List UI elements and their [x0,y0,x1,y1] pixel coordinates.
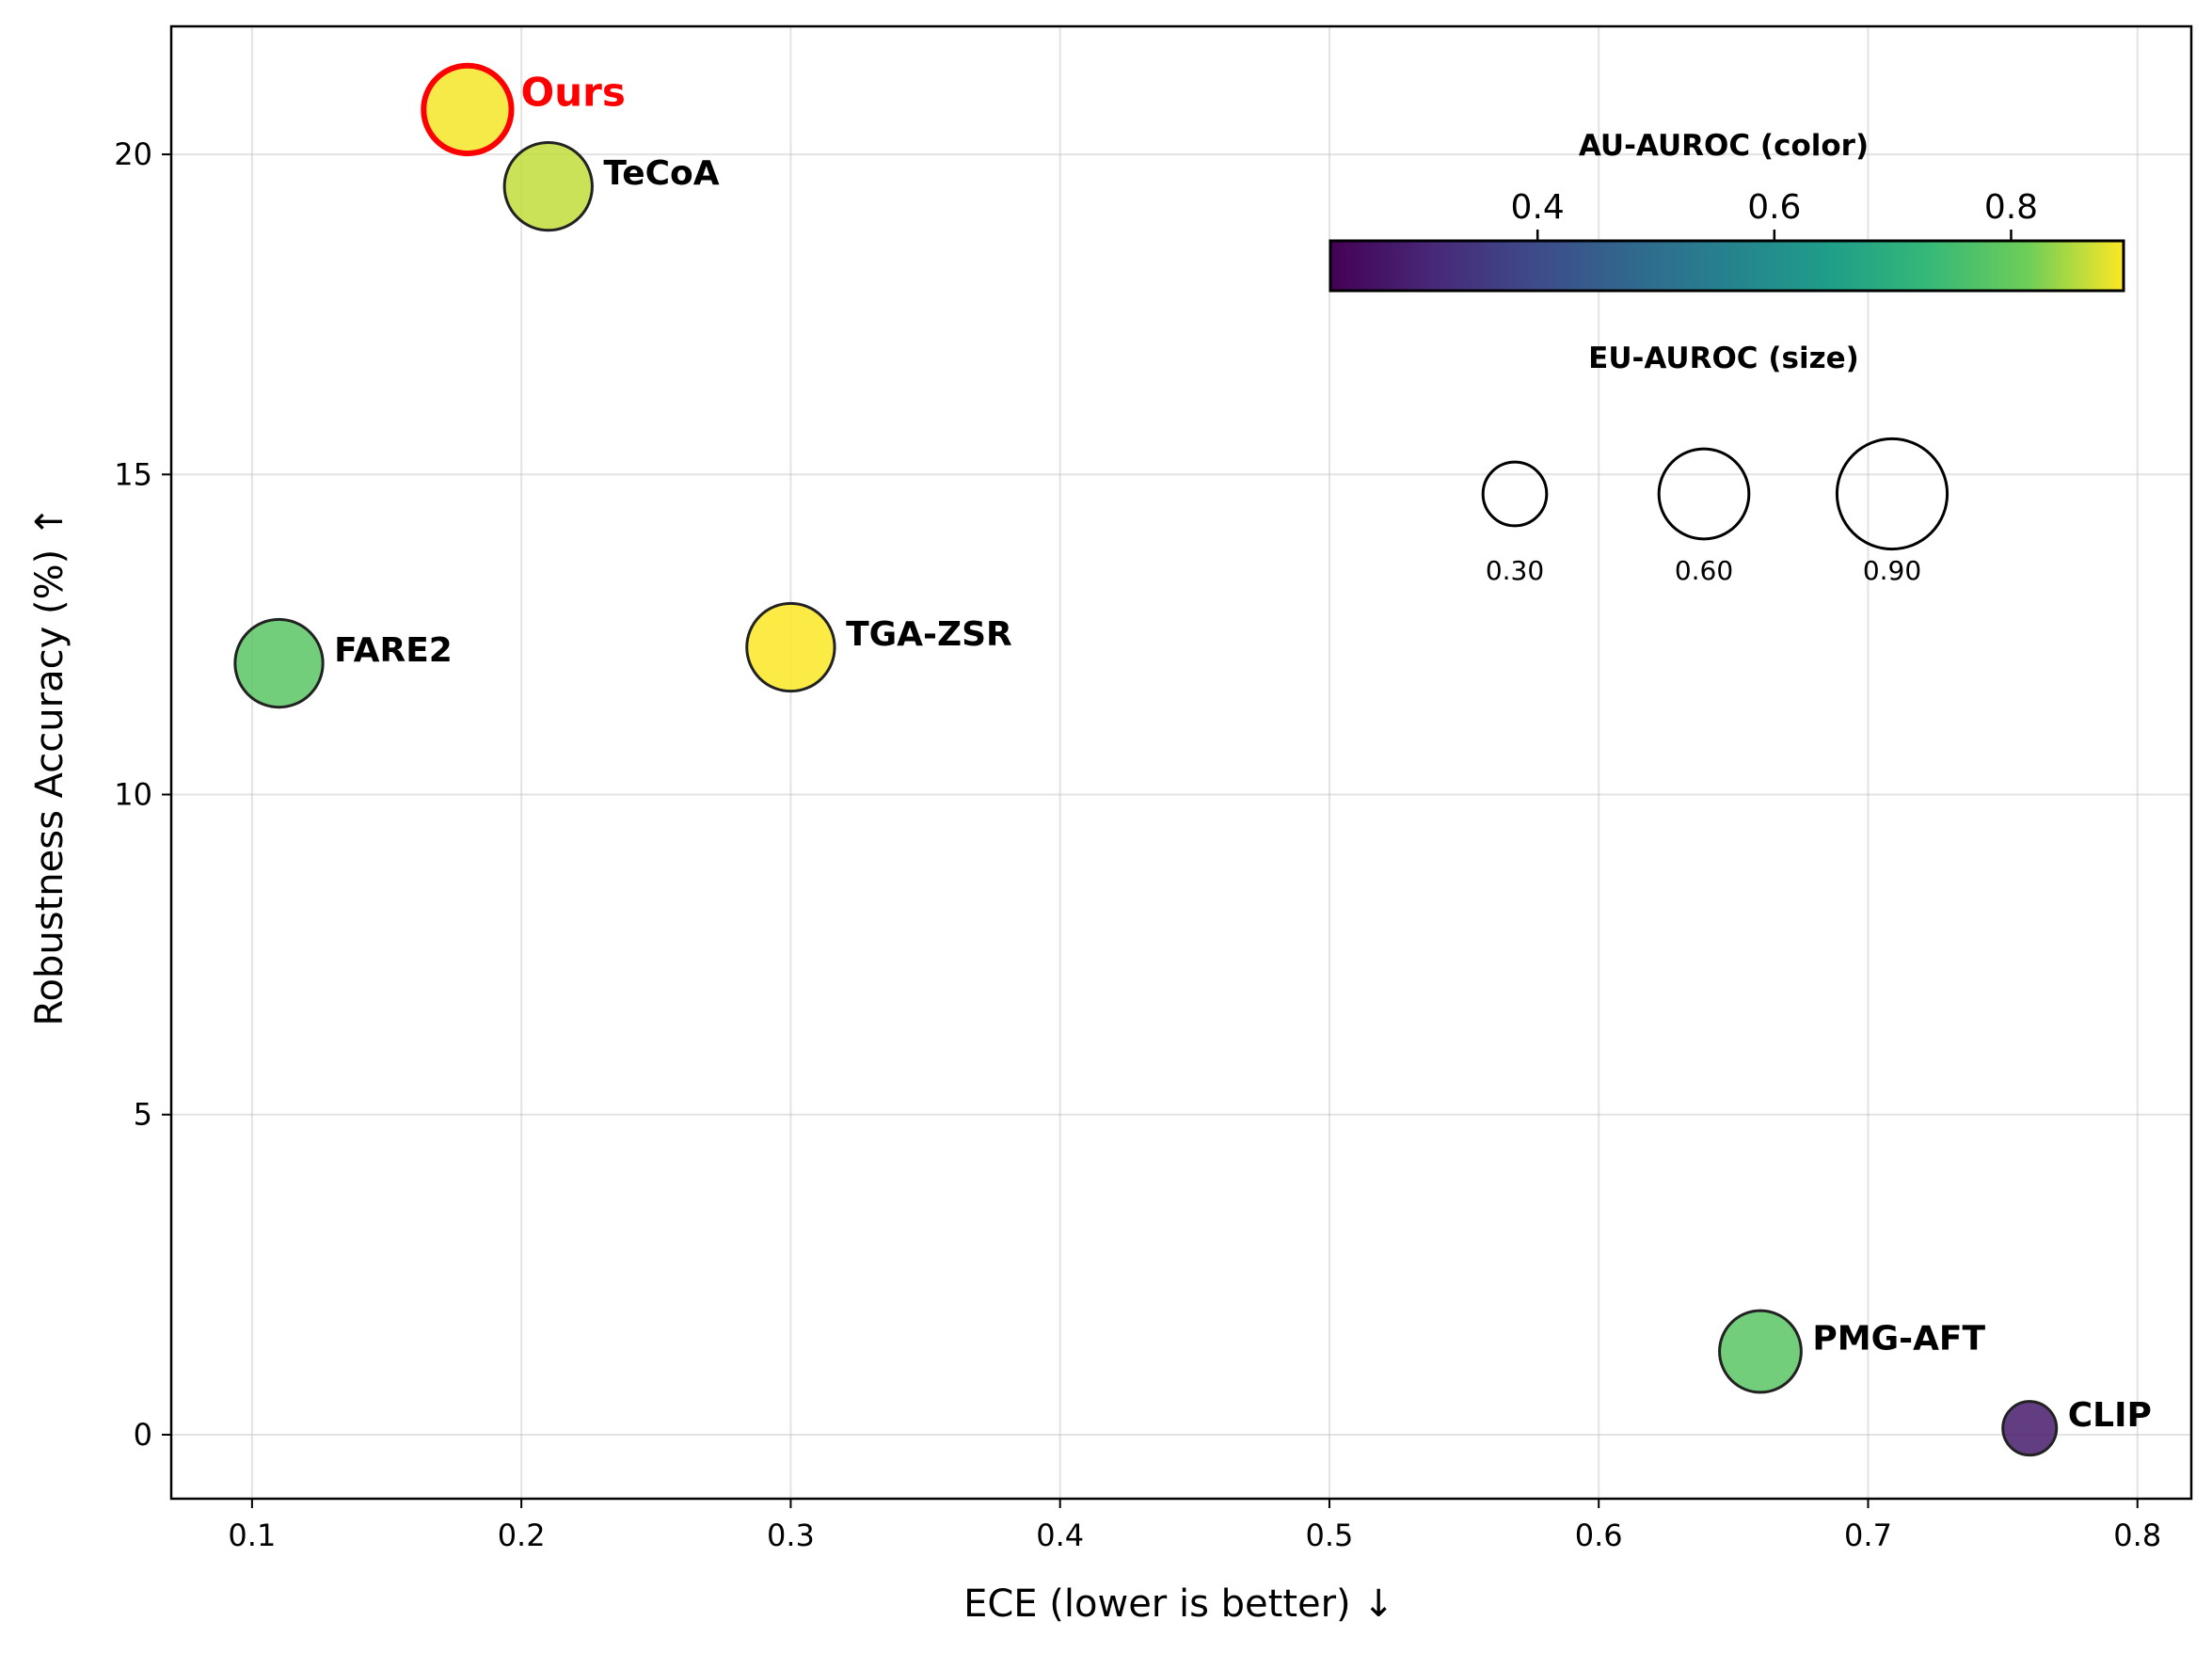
point-fare2: FARE2 [233,617,453,709]
point-label: CLIP [2068,1396,2152,1435]
point-marker [421,62,515,157]
colorbar-tick-label: 0.4 [1511,188,1565,227]
colorbar-legend: AU-AUROC (color) 0.4 0.6 0.8 [1329,129,2125,293]
colorbar [1329,239,2125,293]
scatter-points: Ours TeCoA FARE2 TGA-ZSR PMG-AFT CLIP [233,62,2152,1457]
x-tick-label: 0.5 [1306,1518,1354,1553]
size-legend-circle [1657,447,1751,541]
x-tick-label: 0.4 [1036,1518,1084,1553]
size-legend: EU-AUROC (size) 0.30 0.60 0.90 [1481,342,1949,586]
x-tick-label: 0.3 [767,1518,815,1553]
point-marker [2001,1400,2059,1457]
y-tick-label: 10 [114,777,152,813]
size-legend-label: 0.60 [1675,555,1733,586]
y-axis-ticks: 0 5 10 15 20 [114,136,171,1453]
size-legend-circle [1481,460,1549,528]
colorbar-ticks: 0.4 0.6 0.8 [1511,188,2038,241]
point-ours: Ours [421,62,626,157]
x-axis-title: ECE (lower is better) ↓ [963,1582,1394,1626]
size-legend-label: 0.30 [1486,555,1544,586]
point-marker [233,617,325,709]
point-label: PMG-AFT [1812,1320,1985,1359]
point-tecoa: TeCoA [502,140,720,232]
point-pmg-aft: PMG-AFT [1718,1309,1986,1394]
y-axis-title: Robustness Accuracy (%) ↑ [28,506,72,1026]
y-tick-label: 5 [134,1097,152,1133]
point-label: TGA-ZSR [846,615,1012,654]
plot-frame [169,24,2193,1501]
point-label: FARE2 [334,631,453,670]
point-tga-zsr: TGA-ZSR [745,601,1012,693]
y-tick-label: 0 [134,1417,152,1453]
x-tick-label: 0.7 [1844,1518,1892,1553]
x-axis-ticks: 0.1 0.2 0.3 0.4 0.5 0.6 0.7 0.8 [228,1499,2161,1553]
point-marker [502,140,594,232]
point-clip: CLIP [2001,1396,2152,1457]
y-tick-label: 15 [114,456,152,492]
point-label: TeCoA [603,154,719,193]
point-label: Ours [521,69,626,115]
colorbar-tick-label: 0.8 [1984,188,2038,227]
point-marker [1718,1309,1803,1394]
y-tick-label: 20 [114,136,152,172]
size-legend-title: EU-AUROC (size) [1588,342,1859,375]
x-tick-label: 0.1 [228,1518,276,1553]
x-tick-label: 0.6 [1575,1518,1623,1553]
size-legend-label: 0.90 [1863,555,1921,586]
colorbar-tick-label: 0.6 [1747,188,1801,227]
size-legend-items: 0.30 0.60 0.90 [1481,437,1949,586]
x-tick-label: 0.2 [498,1518,546,1553]
size-legend-circle [1835,437,1949,551]
x-tick-label: 0.8 [2113,1518,2161,1553]
point-marker [745,601,836,693]
colorbar-title: AU-AUROC (color) [1579,129,1869,163]
